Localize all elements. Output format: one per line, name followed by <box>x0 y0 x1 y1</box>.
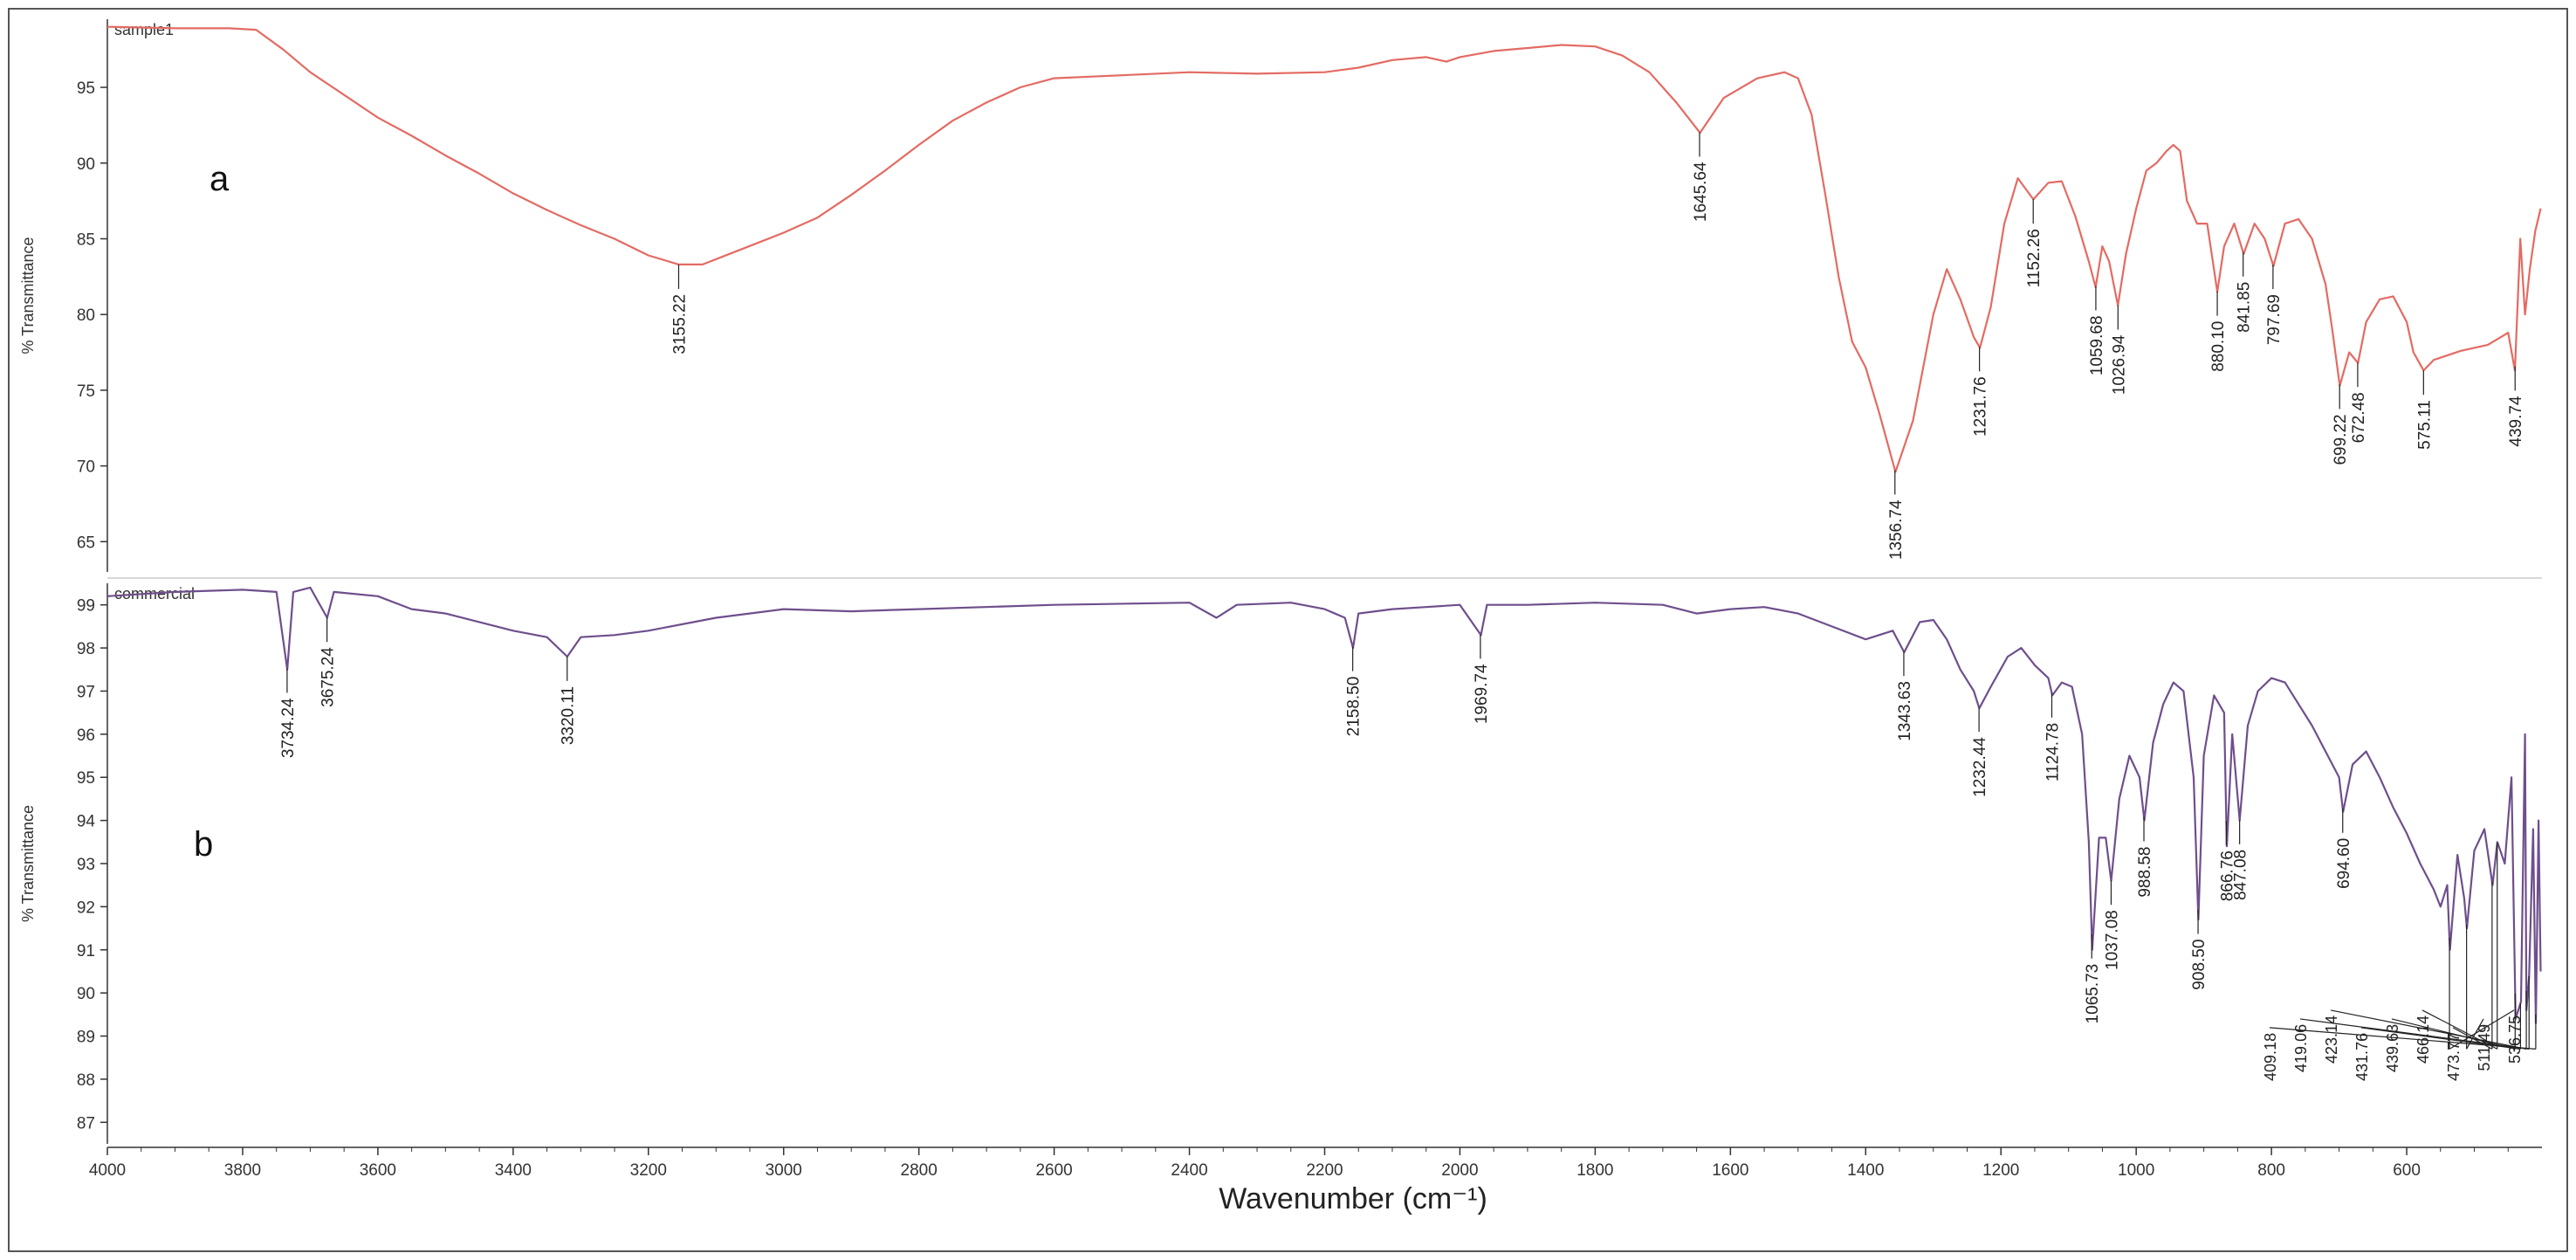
peak-label-b: 473.77 <box>2445 1033 2463 1081</box>
figure-frame <box>8 8 2568 1252</box>
peak-label-b: 3675.24 <box>319 647 338 707</box>
peak-label-b: 988.58 <box>2136 847 2154 898</box>
y-tick-label-b: 87 <box>77 1114 95 1133</box>
peak-label-b: 3320.11 <box>560 686 578 745</box>
y-tick-label-a: 95 <box>77 79 95 98</box>
x-tick-label: 1200 <box>1982 1161 2019 1180</box>
x-tick-label: 1000 <box>2118 1161 2154 1180</box>
peak-label-a: 1059.68 <box>2088 315 2106 375</box>
x-tick-label: 2400 <box>1171 1161 1207 1180</box>
x-tick-label: 2200 <box>1306 1161 1343 1180</box>
peak-leader-b <box>2330 1009 2527 1050</box>
peak-label-a: 1356.74 <box>1887 499 1906 560</box>
series-name-a: sample1 <box>114 21 174 38</box>
x-tick-label: 1400 <box>1847 1161 1884 1180</box>
peak-label-b: 439.63 <box>2384 1024 2401 1072</box>
y-tick-label-a: 80 <box>77 306 95 325</box>
x-tick-label: 800 <box>2257 1161 2285 1180</box>
x-tick-label: 3200 <box>630 1161 667 1180</box>
y-tick-label-b: 95 <box>77 769 95 788</box>
x-tick-label: 3400 <box>495 1161 532 1180</box>
y-tick-label-a: 65 <box>77 534 95 552</box>
panel-letter-b: b <box>194 825 213 864</box>
peak-label-a: 1026.94 <box>2110 334 2128 395</box>
y-tick-label-b: 93 <box>77 856 95 874</box>
y-tick-label-b: 96 <box>77 726 95 745</box>
x-tick-label: 2000 <box>1441 1161 1478 1180</box>
x-axis: 4000 3800 3600 3400 3200 3000 2800 2600 2400 2200… <box>89 1146 2542 1180</box>
peak-label-b: 1037.08 <box>2103 910 2121 970</box>
x-tick-label: 4000 <box>89 1161 126 1180</box>
panel-letter-a: a <box>210 160 230 198</box>
peak-label-b: 431.76 <box>2353 1033 2371 1081</box>
peak-label-b: 1124.78 <box>2044 723 2062 781</box>
x-tick-label: 3800 <box>224 1161 261 1180</box>
peak-label-a: 1152.26 <box>2025 229 2044 287</box>
peak-label-b: 409.18 <box>2262 1033 2279 1081</box>
peak-label-b: 847.08 <box>2232 850 2250 900</box>
y-tick-label-b: 91 <box>77 942 95 960</box>
y-tick-label-b: 99 <box>77 597 95 616</box>
peak-label-b: 1065.73 <box>2084 964 2102 1024</box>
peak-label-b: 1969.74 <box>1473 664 1491 724</box>
x-tick-label: 600 <box>2393 1161 2421 1180</box>
peak-label-a: 1231.76 <box>1972 376 1990 437</box>
peak-label-b: 908.50 <box>2190 940 2208 990</box>
peak-label-b: 1232.44 <box>1971 737 1989 797</box>
x-tick-label: 2600 <box>1035 1161 1072 1180</box>
peak-label-a: 3155.22 <box>670 294 689 355</box>
y-tick-label-b: 88 <box>77 1071 95 1090</box>
x-tick-label: 3600 <box>360 1161 396 1180</box>
peak-label-a: 841.85 <box>2236 282 2254 333</box>
y-tick-label-b: 90 <box>77 985 95 1003</box>
peak-label-a: 1645.64 <box>1692 162 1710 222</box>
y-tick-label-a: 90 <box>77 155 95 174</box>
peak-label-a: 439.74 <box>2507 396 2525 447</box>
y-axis-label-b: % Transmittance <box>19 805 37 922</box>
x-axis-label: Wavenumber (cm⁻¹) <box>1219 1182 1487 1215</box>
peak-label-a: 699.22 <box>2332 414 2350 465</box>
y-tick-label-b: 89 <box>77 1029 95 1047</box>
y-tick-label-b: 97 <box>77 683 95 701</box>
peak-label-b: 2158.50 <box>1345 677 1364 737</box>
peak-label-b: 694.60 <box>2335 838 2353 889</box>
y-tick-label-a: 75 <box>77 382 95 401</box>
y-tick-label-b: 92 <box>77 899 95 917</box>
peak-leader-b <box>2421 1009 2498 1050</box>
x-tick-label: 2800 <box>901 1161 938 1180</box>
peak-label-b: 866.76 <box>2218 850 2236 901</box>
peak-label-b: 419.06 <box>2292 1024 2310 1072</box>
peak-label-b: 1343.63 <box>1896 681 1914 741</box>
x-tick-label: 1800 <box>1577 1161 1613 1180</box>
peak-leader-b <box>2269 1027 2536 1050</box>
y-tick-label-b: 98 <box>77 640 95 658</box>
peak-leader-b <box>2299 1018 2530 1050</box>
panel-a-chart: 65 70 75 80 85 90 95 % Transmittance sample1 a 315… <box>19 19 2542 579</box>
spectrum-line-a <box>106 25 2542 473</box>
y-tick-label-a: 70 <box>77 458 95 477</box>
x-tick-label: 3000 <box>766 1161 802 1180</box>
y-tick-label-a: 85 <box>77 231 95 249</box>
peak-label-a: 880.10 <box>2209 321 2228 372</box>
panel-b-chart: 87 88 89 90 91 92 93 94 95 96 97 98 99 % Transmittanc… <box>19 583 2542 1144</box>
y-tick-label-b: 94 <box>77 813 96 831</box>
peak-label-a: 575.11 <box>2415 400 2434 450</box>
peak-label-b: 423.14 <box>2323 1016 2340 1064</box>
y-axis-label-a: % Transmittance <box>19 237 37 354</box>
spectrum-line-b <box>106 586 2542 1024</box>
peak-label-a: 797.69 <box>2265 294 2284 345</box>
x-tick-label: 1600 <box>1712 1161 1748 1180</box>
peak-label-b: 511.49 <box>2476 1024 2493 1071</box>
peak-label-b: 3734.24 <box>279 698 298 758</box>
peak-label-a: 672.48 <box>2350 392 2368 443</box>
